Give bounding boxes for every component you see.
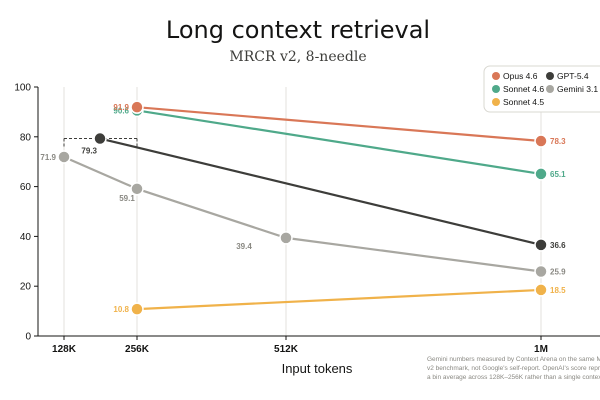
footnote-line: v2 benchmark, not Google's self-report. … — [427, 365, 600, 372]
legend-item-gpt-5-4: GPT-5.4 — [546, 71, 589, 81]
legend-swatch — [546, 85, 554, 93]
series-line-gpt-5-4 — [99, 137, 542, 246]
series-gemini-3-1-pr: 71.9 59.1 39.4 25.9 — [40, 150, 566, 279]
data-point — [534, 167, 548, 181]
legend-label: Opus 4.6 — [503, 71, 538, 81]
data-label: 36.6 — [550, 241, 566, 250]
x-tick-label: 512K — [274, 344, 299, 355]
legend: Opus 4.6 GPT-5.4 Sonnet 4.6 Gemini 3.1 Pr So… — [483, 65, 600, 113]
data-label: 10.8 — [113, 305, 129, 314]
series-opus-4-6: 91.9 78.3 — [113, 100, 566, 148]
series-sonnet-4-5: 10.8 18.5 — [113, 283, 566, 316]
data-label: 78.3 — [550, 137, 566, 146]
data-point — [130, 182, 144, 196]
data-point — [279, 231, 293, 245]
y-tick-label: 100 — [14, 83, 31, 94]
data-point — [534, 283, 548, 297]
series-line-sonnet-4-5 — [136, 288, 542, 311]
chart-title: Long context retrieval — [166, 16, 430, 44]
legend-label: Sonnet 4.5 — [503, 97, 544, 107]
legend-swatch — [546, 72, 554, 80]
x-tick-label: 128K — [52, 344, 77, 355]
axes: 0 20 40 60 80 100 128K 256K 512K 1M — [14, 83, 600, 355]
y-tick-label: 0 — [25, 332, 31, 343]
footnote-line: Gemini numbers measured by Context Arena… — [427, 356, 600, 363]
legend-label: Sonnet 4.6 — [503, 84, 544, 94]
data-label: 90.6 — [113, 106, 129, 115]
data-label: 79.3 — [81, 147, 97, 156]
x-axis-label: Input tokens — [282, 361, 353, 376]
legend-item-sonnet-4-5: Sonnet 4.5 — [492, 97, 544, 107]
legend-swatch — [492, 85, 500, 93]
data-point — [130, 302, 144, 316]
legend-swatch — [492, 98, 500, 106]
data-point — [534, 264, 548, 279]
data-label: 65.1 — [550, 170, 566, 179]
legend-box — [483, 65, 600, 113]
x-tick-label: 256K — [125, 344, 150, 355]
data-point — [57, 150, 71, 164]
series: 10.8 18.5 71.9 59.1 39.4 25.9 79.3 36.6 90.6 65.1… — [40, 100, 566, 316]
legend-label: GPT-5.4 — [557, 71, 589, 81]
data-label: 25.9 — [550, 268, 566, 277]
data-point — [534, 134, 548, 148]
data-label: 18.5 — [550, 286, 566, 295]
footnote-line: a bin average across 128K–256K rather th… — [427, 374, 600, 381]
footnote: Gemini numbers measured by Context Arena… — [427, 356, 600, 381]
chart-subtitle: MRCR v2, 8-needle — [229, 49, 366, 65]
y-tick-label: 40 — [20, 232, 32, 243]
data-point — [534, 238, 548, 252]
data-point — [93, 131, 107, 146]
y-tick-label: 20 — [20, 282, 32, 293]
series-sonnet-4-6: 90.6 65.1 — [113, 103, 566, 181]
data-point — [130, 100, 144, 114]
x-tick-label: 1M — [534, 344, 548, 355]
series-line-sonnet-4-6 — [136, 109, 542, 175]
series-line-opus-4-6 — [136, 106, 542, 143]
legend-swatch — [492, 72, 500, 80]
legend-label: Gemini 3.1 Pr — [557, 84, 600, 94]
data-label: 91.9 — [113, 103, 129, 112]
series-gpt-5-4: 79.3 36.6 — [81, 131, 566, 252]
legend-item-gemini-3-1-pr: Gemini 3.1 Pr — [546, 84, 600, 94]
legend-item-sonnet-4-6: Sonnet 4.6 — [492, 84, 544, 94]
y-tick-label: 60 — [20, 182, 32, 193]
grid — [63, 87, 542, 336]
y-tick-label: 80 — [20, 132, 32, 143]
data-label: 59.1 — [119, 194, 135, 203]
data-label: 71.9 — [40, 153, 56, 162]
data-label: 39.4 — [236, 242, 252, 251]
legend-item-opus-4-6: Opus 4.6 — [492, 71, 538, 81]
series-line-gemini-3-1-pr — [63, 155, 542, 273]
